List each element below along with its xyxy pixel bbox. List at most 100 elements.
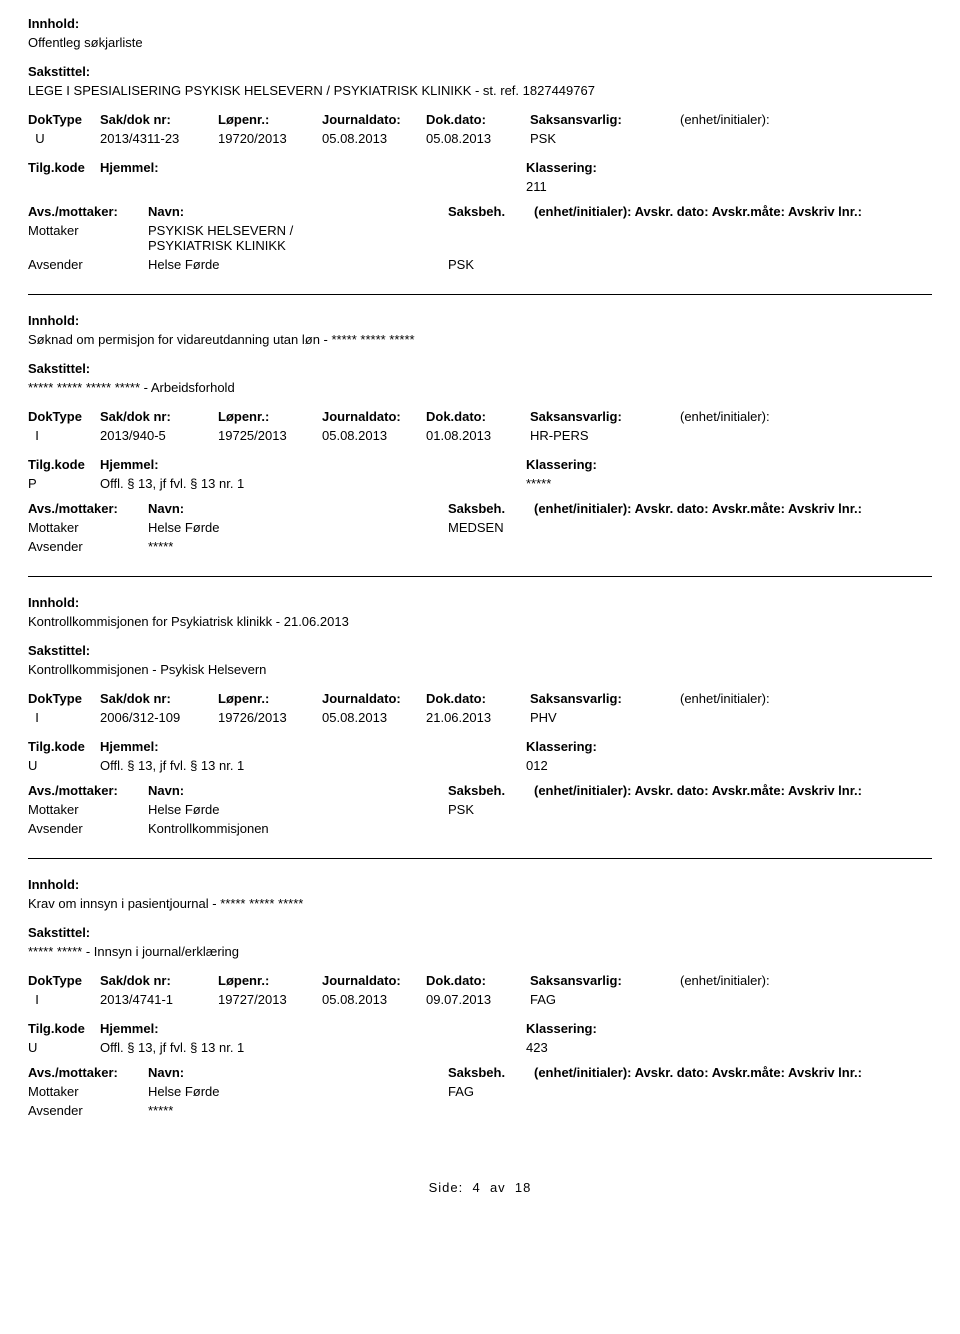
journaldato-value: 05.08.2013 — [322, 992, 426, 1007]
avsender-saksbeh — [448, 539, 534, 554]
avsmottaker-header: Avs./mottaker: — [28, 204, 148, 219]
journal-record: Innhold: Søknad om permisjon for vidareu… — [28, 313, 932, 577]
doktype-header: DokType — [28, 691, 100, 706]
lopenr-value: 19720/2013 — [218, 131, 322, 146]
mottaker-enhet — [534, 802, 932, 817]
journal-record: Innhold: Krav om innsyn i pasientjournal… — [28, 877, 932, 1140]
mottaker-saksbeh: MEDSEN — [448, 520, 534, 535]
innhold-text: Offentleg søkjarliste — [28, 35, 932, 50]
avsmottaker-header: Avs./mottaker: — [28, 501, 148, 516]
sakstittel-text: ***** ***** ***** ***** - Arbeidsforhold — [28, 380, 932, 395]
hjemmel-header: Hjemmel: — [100, 457, 526, 472]
sakdok-header: Sak/dok nr: — [100, 973, 218, 988]
sakstittel-label: Sakstittel: — [28, 925, 932, 940]
klassering-value: ***** — [526, 476, 932, 491]
dokdato-header: Dok.dato: — [426, 691, 530, 706]
avsender-label: Avsender — [28, 1103, 148, 1118]
navn-header: Navn: — [148, 783, 448, 798]
hjemmel-value: Offl. § 13, jf fvl. § 13 nr. 1 — [100, 1040, 526, 1055]
saksbeh-header: Saksbeh. — [448, 783, 534, 798]
avsender-label: Avsender — [28, 821, 148, 836]
tilgkode-value: P — [28, 476, 100, 491]
sakdok-header: Sak/dok nr: — [100, 112, 218, 127]
navn-header: Navn: — [148, 1065, 448, 1080]
footer-side-label: Side: — [429, 1180, 464, 1195]
enhet2-header: (enhet/initialer): Avskr. dato: Avskr.må… — [534, 1065, 932, 1080]
klassering-header: Klassering: — [526, 457, 932, 472]
avsender-navn: Helse Førde — [148, 257, 448, 272]
avsender-navn: ***** — [148, 539, 448, 554]
tilgkode-header: Tilg.kode — [28, 160, 100, 175]
tilgkode-header: Tilg.kode — [28, 457, 100, 472]
hjemmel-value: Offl. § 13, jf fvl. § 13 nr. 1 — [100, 758, 526, 773]
enhet-value — [680, 710, 932, 725]
sakstittel-text: Kontrollkommisjonen - Psykisk Helsevern — [28, 662, 932, 677]
avsender-enhet — [534, 821, 932, 836]
sakdok-value: 2013/4741-1 — [100, 992, 218, 1007]
dokdato-header: Dok.dato: — [426, 973, 530, 988]
journaldato-header: Journaldato: — [322, 409, 426, 424]
hjemmel-header: Hjemmel: — [100, 160, 526, 175]
klassering-value: 423 — [526, 1040, 932, 1055]
saksansvarlig-header: Saksansvarlig: — [530, 112, 680, 127]
lopenr-value: 19725/2013 — [218, 428, 322, 443]
journal-record: Innhold: Offentleg søkjarliste Sakstitte… — [28, 16, 932, 295]
doktype-value: I — [28, 710, 100, 725]
enhet2-header: (enhet/initialer): Avskr. dato: Avskr.må… — [534, 783, 932, 798]
mottaker-enhet — [534, 1084, 932, 1099]
mottaker-saksbeh: PSK — [448, 802, 534, 817]
avsender-enhet — [534, 1103, 932, 1118]
avsender-navn: ***** — [148, 1103, 448, 1118]
footer-av: av — [490, 1180, 506, 1195]
sakstittel-label: Sakstittel: — [28, 361, 932, 376]
enhet-header: (enhet/initialer): — [680, 112, 932, 127]
lopenr-header: Løpenr.: — [218, 409, 322, 424]
saksbeh-header: Saksbeh. — [448, 1065, 534, 1080]
tilgkode-value: U — [28, 758, 100, 773]
enhet-header: (enhet/initialer): — [680, 691, 932, 706]
tilgkode-header: Tilg.kode — [28, 1021, 100, 1036]
klassering-value: 211 — [526, 179, 932, 194]
journaldato-value: 05.08.2013 — [322, 710, 426, 725]
doktype-header: DokType — [28, 409, 100, 424]
avsender-enhet — [534, 257, 932, 272]
journaldato-header: Journaldato: — [322, 973, 426, 988]
enhet-value — [680, 428, 932, 443]
enhet2-header: (enhet/initialer): Avskr. dato: Avskr.må… — [534, 501, 932, 516]
mottaker-navn: Helse Førde — [148, 520, 448, 535]
avsmottaker-header: Avs./mottaker: — [28, 783, 148, 798]
avsender-enhet — [534, 539, 932, 554]
innhold-label: Innhold: — [28, 16, 932, 31]
hjemmel-header: Hjemmel: — [100, 739, 526, 754]
klassering-header: Klassering: — [526, 160, 932, 175]
avsender-saksbeh: PSK — [448, 257, 534, 272]
dokdato-value: 09.07.2013 — [426, 992, 530, 1007]
enhet-header: (enhet/initialer): — [680, 973, 932, 988]
innhold-text: Krav om innsyn i pasientjournal - ***** … — [28, 896, 932, 911]
navn-header: Navn: — [148, 204, 448, 219]
sakdok-header: Sak/dok nr: — [100, 691, 218, 706]
avsender-navn: Kontrollkommisjonen — [148, 821, 448, 836]
mottaker-saksbeh — [448, 223, 534, 253]
page-footer: Side: 4 av 18 — [28, 1180, 932, 1195]
tilgkode-value: U — [28, 1040, 100, 1055]
lopenr-value: 19727/2013 — [218, 992, 322, 1007]
avsender-label: Avsender — [28, 539, 148, 554]
footer-page: 4 — [472, 1180, 480, 1195]
saksbeh-header: Saksbeh. — [448, 204, 534, 219]
innhold-text: Kontrollkommisjonen for Psykiatrisk klin… — [28, 614, 932, 629]
sakdok-value: 2013/940-5 — [100, 428, 218, 443]
enhet-value — [680, 992, 932, 1007]
enhet2-header: (enhet/initialer): Avskr. dato: Avskr.må… — [534, 204, 932, 219]
saksansvarlig-value: PSK — [530, 131, 680, 146]
dokdato-header: Dok.dato: — [426, 409, 530, 424]
saksansvarlig-header: Saksansvarlig: — [530, 691, 680, 706]
sakstittel-label: Sakstittel: — [28, 643, 932, 658]
avsender-saksbeh — [448, 1103, 534, 1118]
sakstittel-text: ***** ***** - Innsyn i journal/erklæring — [28, 944, 932, 959]
journaldato-header: Journaldato: — [322, 691, 426, 706]
avsender-saksbeh — [448, 821, 534, 836]
journaldato-header: Journaldato: — [322, 112, 426, 127]
innhold-text: Søknad om permisjon for vidareutdanning … — [28, 332, 932, 347]
tilgkode-value — [28, 179, 100, 194]
